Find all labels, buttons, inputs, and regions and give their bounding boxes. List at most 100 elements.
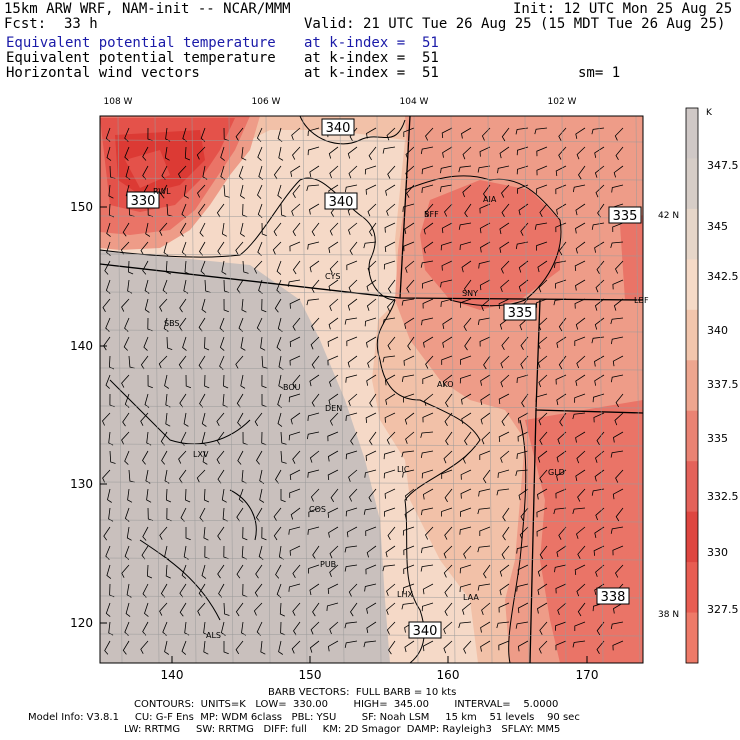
wind-barb	[185, 527, 191, 541]
wind-barb	[382, 355, 396, 363]
model-info-line1: Model Info: V3.8.1 CU: G-F Ens MP: WDM 6…	[28, 712, 580, 723]
wind-barb	[182, 127, 187, 142]
wind-barb	[480, 393, 491, 405]
wind-barb	[309, 374, 320, 387]
wind-barb	[404, 222, 415, 234]
wind-barb	[516, 374, 529, 384]
wind-barb	[515, 241, 529, 250]
wind-barb	[166, 336, 173, 350]
wind-barb	[104, 260, 111, 275]
wind-barb	[368, 146, 377, 161]
wind-barb	[236, 564, 244, 579]
wind-barb	[386, 602, 396, 615]
wind-barb	[517, 564, 529, 575]
wind-barb	[280, 431, 287, 445]
wind-barb	[164, 374, 170, 389]
wind-barb	[124, 507, 130, 522]
wind-barb	[329, 564, 339, 578]
wind-barb	[121, 298, 130, 312]
wind-barb	[441, 260, 453, 271]
wind-barb	[290, 412, 301, 425]
wind-barb	[216, 431, 225, 446]
wind-barb	[537, 488, 548, 500]
wind-barb	[612, 640, 624, 651]
wind-barb	[144, 279, 150, 294]
wind-barb	[329, 545, 339, 559]
wind-barb	[344, 640, 358, 648]
wind-barb	[464, 203, 472, 218]
wind-barb	[384, 412, 396, 423]
wind-barb	[611, 184, 624, 193]
wind-barb	[350, 431, 358, 446]
wind-barb	[519, 526, 529, 540]
wind-barb	[558, 127, 567, 141]
wind-barb	[594, 317, 605, 330]
contour-label: 335	[508, 306, 533, 321]
wind-barb	[384, 507, 396, 517]
wind-barb	[423, 336, 434, 348]
wind-barb	[537, 450, 548, 463]
lon-label-102w: 102 W	[548, 97, 577, 107]
wind-barb	[517, 412, 529, 424]
wind-barb	[594, 583, 605, 595]
wind-barb	[181, 640, 187, 655]
wind-barb	[403, 241, 415, 252]
wind-barb	[441, 507, 453, 517]
wind-barb	[367, 203, 377, 217]
wind-barb	[288, 431, 301, 441]
wind-barb	[369, 222, 377, 237]
wind-barb	[462, 184, 472, 198]
wind-barb	[293, 621, 301, 636]
wind-barb	[204, 336, 210, 351]
wind-barb	[163, 317, 169, 332]
wind-barb	[307, 412, 320, 421]
wind-barb	[364, 469, 377, 478]
wind-barb	[517, 640, 529, 652]
wind-barb	[442, 374, 453, 387]
wind-barb	[158, 355, 168, 369]
wind-barb	[327, 336, 339, 347]
wind-barb	[404, 412, 415, 425]
wind-barb	[165, 260, 172, 275]
wind-barb	[597, 203, 605, 218]
wind-barb	[183, 412, 189, 427]
wind-barb	[403, 355, 415, 366]
wind-barb	[307, 127, 320, 137]
wind-barb	[289, 336, 301, 347]
wind-barb	[460, 469, 472, 480]
wind-barb	[517, 431, 529, 442]
wind-barb	[288, 583, 301, 592]
wind-barb	[459, 564, 472, 574]
wind-barb	[613, 602, 624, 614]
field1-level: at k-index = 51	[304, 35, 439, 51]
wind-barb	[326, 602, 339, 611]
wind-barb	[345, 184, 358, 193]
wind-barb	[219, 336, 225, 351]
wind-barb	[289, 355, 301, 366]
wind-barb	[574, 298, 586, 309]
wind-barb	[463, 545, 472, 559]
wind-barb	[306, 298, 320, 306]
wind-barb	[237, 450, 244, 465]
wind-barb	[445, 393, 453, 408]
wind-barb	[575, 241, 586, 254]
wind-barb	[520, 507, 529, 521]
wind-barb	[538, 317, 548, 331]
station-label: PUB	[320, 560, 336, 569]
wind-barb	[479, 336, 491, 347]
wind-barb	[444, 412, 453, 427]
wind-barb	[575, 279, 586, 291]
wind-barb	[384, 222, 396, 233]
wind-barb	[516, 545, 529, 554]
wind-barb	[483, 184, 491, 199]
wind-barb	[204, 374, 210, 389]
wind-barb	[198, 583, 206, 598]
colorbar-frame	[685, 107, 699, 664]
wind-barb	[574, 260, 586, 271]
wind-barb	[274, 298, 282, 313]
wind-barb	[122, 412, 130, 427]
wind-barb	[242, 583, 248, 598]
colorbar-label: 335	[707, 432, 728, 445]
wind-barb	[159, 602, 168, 616]
wind-barb	[498, 602, 510, 613]
